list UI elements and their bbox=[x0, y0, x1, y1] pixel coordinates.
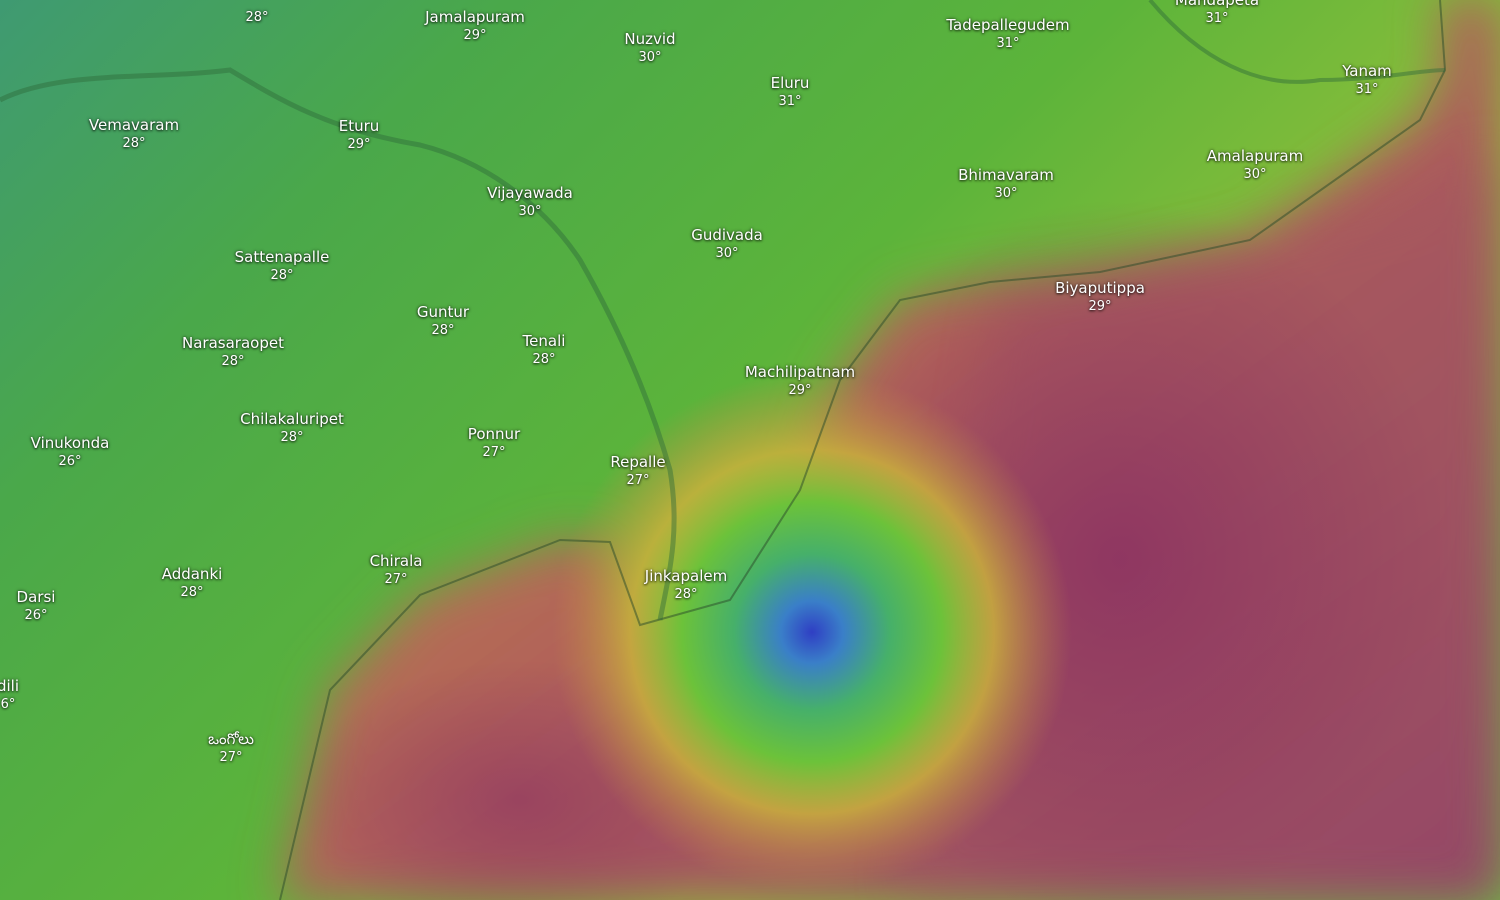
city-label: Yanam 31° bbox=[1342, 62, 1392, 98]
city-temperature: 6° bbox=[0, 696, 16, 712]
city-temperature: 27° bbox=[384, 571, 408, 587]
city-label: Machilipatnam 29° bbox=[745, 363, 855, 399]
city-label: Eturu 29° bbox=[339, 117, 380, 153]
city-name: Chirala bbox=[369, 552, 423, 570]
city-name: Jinkapalem bbox=[644, 567, 728, 585]
city-temperature: 28° bbox=[674, 586, 698, 602]
city-temperature: 30° bbox=[994, 185, 1018, 201]
city-name: Jamalapuram bbox=[425, 8, 525, 26]
city-temperature: 28° bbox=[245, 10, 269, 25]
city-label: Jamalapuram 29° bbox=[425, 8, 525, 44]
city-label: ఒంగోలు 27° bbox=[208, 730, 254, 766]
city-name: Tadepallegudem bbox=[946, 16, 1070, 34]
city-temperature: 28° bbox=[270, 267, 294, 283]
city-temperature: 28° bbox=[180, 584, 204, 600]
city-temperature: 31° bbox=[1205, 10, 1229, 26]
city-label: Vinukonda 26° bbox=[31, 434, 110, 470]
city-temperature: 30° bbox=[638, 49, 662, 65]
city-name: Eluru bbox=[770, 74, 810, 92]
city-name: Chilakaluripet bbox=[240, 410, 344, 428]
city-name: Vinukonda bbox=[30, 434, 110, 452]
city-temperature: 29° bbox=[788, 382, 812, 398]
city-label: Eluru 31° bbox=[771, 74, 810, 110]
city-label: Vijayawada 30° bbox=[487, 184, 573, 220]
city-temperature: 30° bbox=[1243, 166, 1267, 182]
city-temperature: 27° bbox=[219, 749, 243, 765]
city-name: Mandapeta bbox=[1174, 0, 1260, 9]
city-label: Biyaputippa 29° bbox=[1055, 279, 1145, 315]
city-name: Sattenapalle bbox=[234, 248, 330, 266]
city-temperature: 28° bbox=[532, 351, 556, 367]
city-name: Nuzvid bbox=[624, 30, 676, 48]
city-label: Addanki 28° bbox=[162, 565, 223, 601]
city-label: Tenali 28° bbox=[523, 332, 566, 368]
city-name: Bhimavaram bbox=[958, 166, 1054, 184]
city-label: Sattenapalle 28° bbox=[235, 248, 330, 284]
city-name: ఒంగోలు bbox=[208, 730, 254, 748]
city-temperature: 31° bbox=[778, 93, 802, 109]
city-temperature: 31° bbox=[996, 35, 1020, 51]
city-name: Tenali bbox=[522, 332, 566, 350]
city-temperature: 28° bbox=[280, 429, 304, 445]
city-label: Narasaraopet 28° bbox=[182, 334, 284, 370]
city-temperature: 29° bbox=[463, 27, 487, 43]
city-temperature: 29° bbox=[347, 136, 371, 152]
city-label: Repalle 27° bbox=[610, 453, 665, 489]
city-name: Ponnur bbox=[467, 425, 521, 443]
city-label: Chilakaluripet 28° bbox=[240, 410, 344, 446]
city-label: Ponnur 27° bbox=[468, 425, 520, 461]
city-label: Chirala 27° bbox=[370, 552, 423, 588]
city-label: Darsi 26° bbox=[17, 588, 56, 624]
city-temperature: 28° bbox=[122, 135, 146, 151]
city-name: dili bbox=[0, 677, 20, 695]
city-name: Eturu bbox=[338, 117, 380, 135]
city-name: Narasaraopet bbox=[182, 334, 284, 352]
city-temperature: 26° bbox=[24, 607, 48, 623]
city-name: Addanki bbox=[161, 565, 223, 583]
city-name: Vijayawada bbox=[487, 184, 573, 202]
city-name: Guntur bbox=[416, 303, 470, 321]
city-label: 28° bbox=[245, 10, 268, 27]
city-temperature: 28° bbox=[431, 322, 455, 338]
city-temperature: 26° bbox=[58, 453, 82, 469]
city-name: Darsi bbox=[16, 588, 56, 606]
city-label: Nuzvid 30° bbox=[624, 30, 675, 66]
city-temperature: 27° bbox=[626, 472, 650, 488]
city-name: Machilipatnam bbox=[744, 363, 856, 381]
city-temperature: 30° bbox=[715, 245, 739, 261]
city-name: Yanam bbox=[1342, 62, 1392, 80]
city-label: dili 6° bbox=[0, 677, 19, 713]
city-temperature: 30° bbox=[518, 203, 542, 219]
city-label: Gudivada 30° bbox=[691, 226, 763, 262]
city-temperature: 29° bbox=[1088, 298, 1112, 314]
city-name: Vemavaram bbox=[88, 116, 180, 134]
city-name: Gudivada bbox=[691, 226, 763, 244]
city-name: Repalle bbox=[610, 453, 666, 471]
city-label: Tadepallegudem 31° bbox=[946, 16, 1069, 52]
city-temperature: 27° bbox=[482, 444, 506, 460]
city-temperature: 28° bbox=[221, 353, 245, 369]
city-label: Guntur 28° bbox=[417, 303, 469, 339]
city-label: Vemavaram 28° bbox=[89, 116, 179, 152]
city-name: Amalapuram bbox=[1206, 147, 1304, 165]
city-label: Mandapeta 31° bbox=[1175, 0, 1259, 27]
city-label: Jinkapalem 28° bbox=[645, 567, 727, 603]
city-name: Biyaputippa bbox=[1055, 279, 1145, 297]
city-label: Amalapuram 30° bbox=[1207, 147, 1303, 183]
city-temperature: 31° bbox=[1355, 81, 1379, 97]
city-label: Bhimavaram 30° bbox=[958, 166, 1054, 202]
